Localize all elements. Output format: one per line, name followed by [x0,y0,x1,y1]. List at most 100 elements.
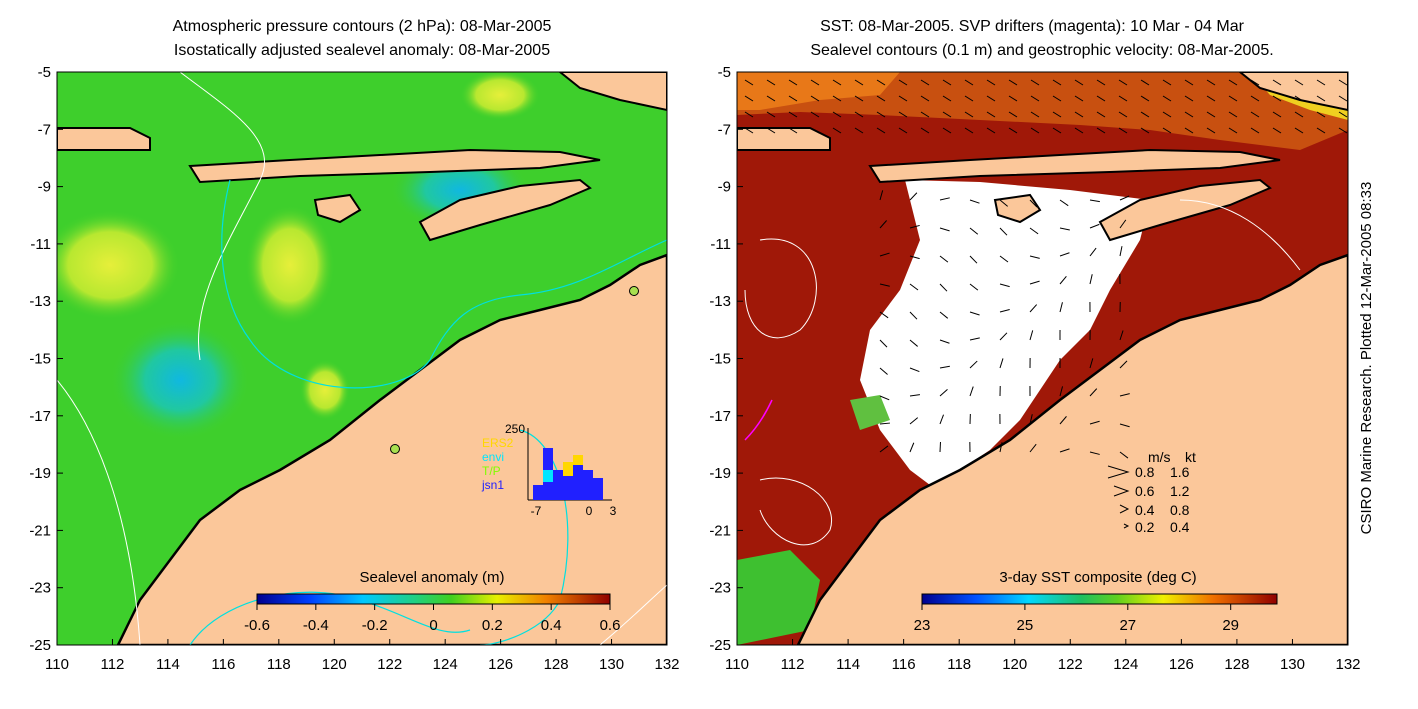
velocity-arrow [788,111,798,118]
velocity-arrow [1089,274,1093,285]
velocity-arrow [999,332,1008,341]
velocity-arrow [1272,95,1282,102]
velocity-arrow [1089,247,1097,257]
altimeter-inset: 250 ERS2 envi T/P jsn1 -7 0 3 [481,422,617,518]
velocity-arrow [810,111,820,118]
velocity-arrow [1008,127,1018,134]
lesser-sunda-islands [188,148,601,184]
velocity-arrow [1272,127,1282,134]
velocity-arrow [1184,127,1194,134]
inset-legend-tp: T/P [482,464,501,478]
velocity-arrow [1059,386,1064,397]
right-y-tick-label: -21 [709,522,731,539]
velocity-arrow [879,190,884,201]
right-x-tick-label: 124 [1113,656,1138,673]
velocity-arrow [1206,79,1216,86]
velocity-key-arrows [1107,465,1130,529]
left-x-tick-label: 124 [433,656,458,673]
left-x-tick-label: 120 [322,656,347,673]
right-colorbar: 3-day SST composite (deg C) 23 25 27 29 [914,569,1278,634]
velocity-arrow [810,127,820,134]
velocity-arrow [1029,443,1037,453]
velocity-arrow [1096,79,1106,86]
right-x-tick-label: 110 [725,656,749,673]
velocity-arrow [788,95,798,102]
velocity-arrow [1250,95,1260,102]
velocity-arrow [854,79,864,86]
sealevel-contour [221,179,667,389]
velocity-arrow [1089,223,1100,229]
velocity-arrow [1089,451,1100,455]
right-x-tick-label: 126 [1169,656,1194,673]
velocity-arrow [1228,79,1238,86]
velocity-arrow [1338,95,1348,102]
sealevel-contour [1179,199,1301,271]
velocity-arrow [939,197,950,201]
velocity-arrow [1294,127,1304,134]
right-x-tick-label: 112 [781,656,805,673]
velocity-arrow [1029,227,1039,235]
right-y-tick-label: -11 [710,236,731,253]
velocity-arrow [909,394,920,397]
velocity-arrow [1052,79,1062,86]
velocity-arrow [1119,195,1130,201]
velocity-arrow [766,111,776,118]
velocity-arrow [1089,358,1094,369]
velocity-arrow [999,199,1008,207]
velocity-arrow [920,79,930,86]
left-y-tick-label: -9 [38,179,51,196]
right-y-tick-label: -23 [709,580,731,597]
left-colorbar-tick-label: 0.4 [541,617,562,634]
inset-ymax-label: 250 [505,422,525,436]
velocity-arrow [854,95,864,102]
velocity-arrow [1140,79,1150,86]
left-y-tick-label: -17 [29,408,51,425]
velocity-arrow [1119,360,1128,369]
velocity-arrow [744,95,754,102]
right-colorbar-label: 3-day SST composite (deg C) [999,569,1196,586]
velocity-arrow [939,311,949,319]
velocity-arrow [766,127,776,134]
left-colorbar-tick-label: 0 [429,617,437,634]
velocity-arrow [879,283,890,287]
left-y-tick-label: -11 [30,236,51,253]
right-y-tick-label: -9 [718,179,731,196]
velocity-arrow [788,79,798,86]
velocity-arrow [969,360,978,369]
velocity-arrow [1140,111,1150,118]
velocity-key-kt: 0.8 [1170,502,1190,518]
sulawesi-coast [558,72,667,112]
right-colorbar-ticks: 23 25 27 29 [914,604,1239,634]
inset-xtick: 3 [610,504,617,518]
velocity-arrow [969,199,980,204]
velocity-key-kt: 0.4 [1170,519,1190,535]
velocity-key-ms: 0.2 [1135,519,1155,535]
left-colorbar-ticks: -0.6 -0.4 -0.2 0 0.2 0.4 0.6 [244,604,620,634]
inset-xtick: -7 [531,504,542,518]
velocity-arrow [1052,95,1062,102]
velocity-arrow [964,95,974,102]
left-y-tick-label: -7 [38,121,51,138]
velocity-arrow [1119,423,1130,428]
velocity-arrow [1089,388,1098,397]
velocity-arrow [920,127,930,134]
velocity-arrow [1029,304,1038,313]
velocity-arrow [1118,111,1128,118]
velocity-arrow [909,367,920,373]
left-x-tick-label: 128 [544,656,569,673]
right-colorbar-tick-label: 27 [1119,617,1136,634]
velocity-arrow [942,79,952,86]
velocity-arrow [1074,127,1084,134]
australia-landmass [796,253,1348,645]
velocity-arrow [1074,79,1084,86]
velocity-arrow [1119,451,1129,459]
velocity-arrow [1118,79,1128,86]
left-colorbar-tick-label: 0.6 [600,617,621,634]
velocity-arrow [876,111,886,118]
left-y-tick-label: -5 [38,64,51,81]
velocity-arrow [1030,95,1040,102]
sst-cool-patch [737,550,820,645]
pressure-contour [599,584,667,645]
left-y-tick-label: -25 [29,637,51,654]
velocity-arrow [1089,199,1100,203]
